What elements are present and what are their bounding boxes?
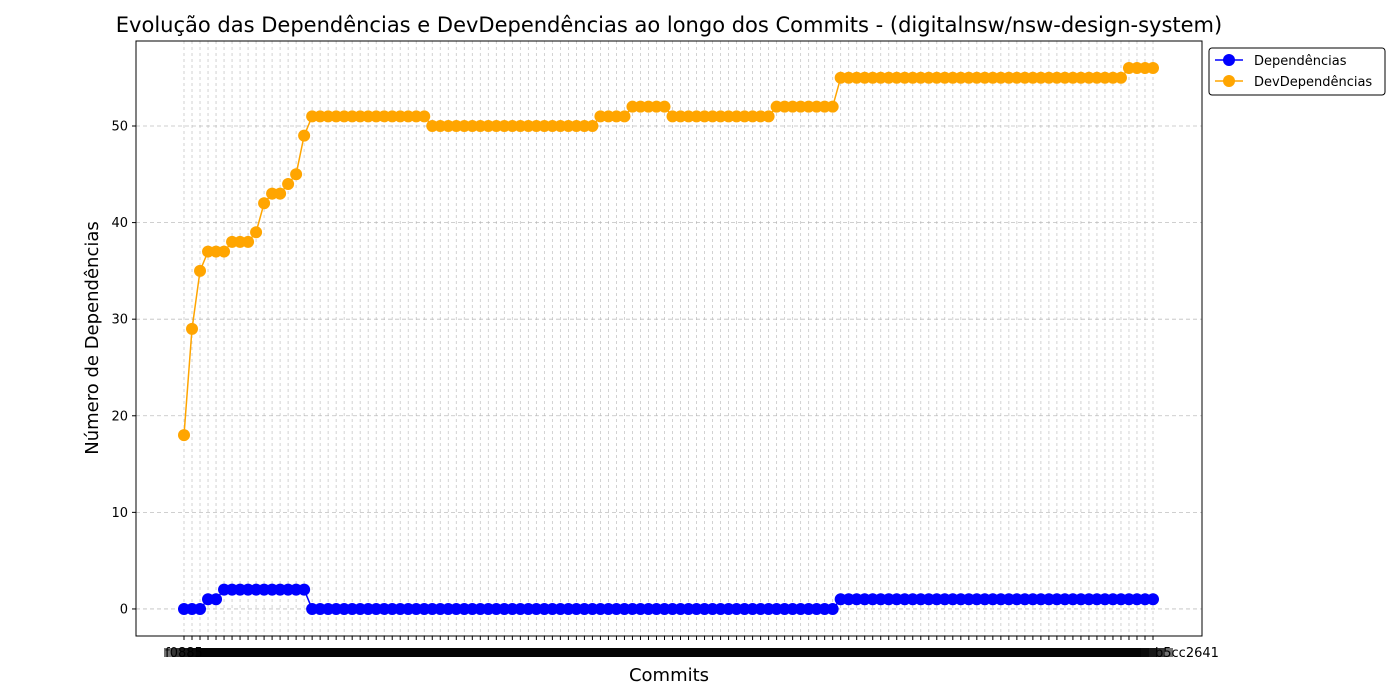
data-point: [290, 168, 303, 181]
data-point: [194, 602, 207, 615]
data-point: [658, 100, 671, 113]
data-point: [618, 110, 631, 123]
data-point: [178, 429, 190, 442]
data-point: [242, 235, 255, 248]
data-point: [1114, 71, 1127, 84]
y-tick-label: 50: [111, 120, 128, 135]
series-group: [178, 62, 1159, 615]
series-dependencias: [178, 583, 1159, 615]
y-axis-ticks: 0 10 20 30 40 50: [111, 120, 136, 617]
x-tick-label-first: f0885: [165, 646, 203, 661]
plot-frame: [135, 40, 1203, 637]
data-point: [210, 593, 223, 606]
data-point: [258, 197, 271, 210]
data-point: [186, 322, 199, 335]
data-point: [586, 120, 599, 132]
data-point: [194, 264, 207, 277]
y-tick-label: 30: [111, 313, 128, 328]
data-point: [418, 110, 431, 123]
chart-title: Evolução das Dependências e DevDependênc…: [116, 13, 1222, 37]
series-line: [183, 67, 1153, 436]
legend-box: [1208, 47, 1386, 96]
data-point: [298, 129, 311, 142]
y-tick-label: 20: [111, 409, 128, 424]
y-tick-label: 10: [111, 506, 128, 521]
y-tick-label: 0: [120, 602, 128, 617]
legend-marker-devdependencias: [1223, 75, 1235, 87]
grid: [136, 41, 1202, 636]
series-devdependencias: [178, 62, 1159, 442]
data-point: [250, 226, 263, 239]
legend: Dependências DevDependências: [1208, 47, 1386, 96]
legend-marker-dependencias: [1223, 54, 1235, 66]
data-point: [1147, 62, 1159, 75]
legend-label-devdependencias: DevDependências: [1254, 75, 1372, 90]
data-point: [274, 187, 287, 200]
x-tick-label-last: b5cc2641: [1155, 646, 1219, 661]
legend-label-dependencias: Dependências: [1254, 54, 1347, 69]
x-axis-ticks: f0885 b5cc2641: [164, 636, 1219, 661]
data-point: [826, 602, 839, 615]
x-axis-label: Commits: [629, 665, 709, 686]
data-point: [1147, 593, 1159, 606]
y-axis-label: Número de Dependências: [82, 221, 103, 455]
data-point: [298, 583, 311, 596]
x-tick-label-mark: [1133, 648, 1173, 657]
y-tick-label: 40: [111, 216, 128, 231]
data-point: [762, 110, 775, 123]
data-point: [218, 245, 231, 258]
data-point: [282, 177, 295, 190]
data-point: [826, 100, 839, 113]
